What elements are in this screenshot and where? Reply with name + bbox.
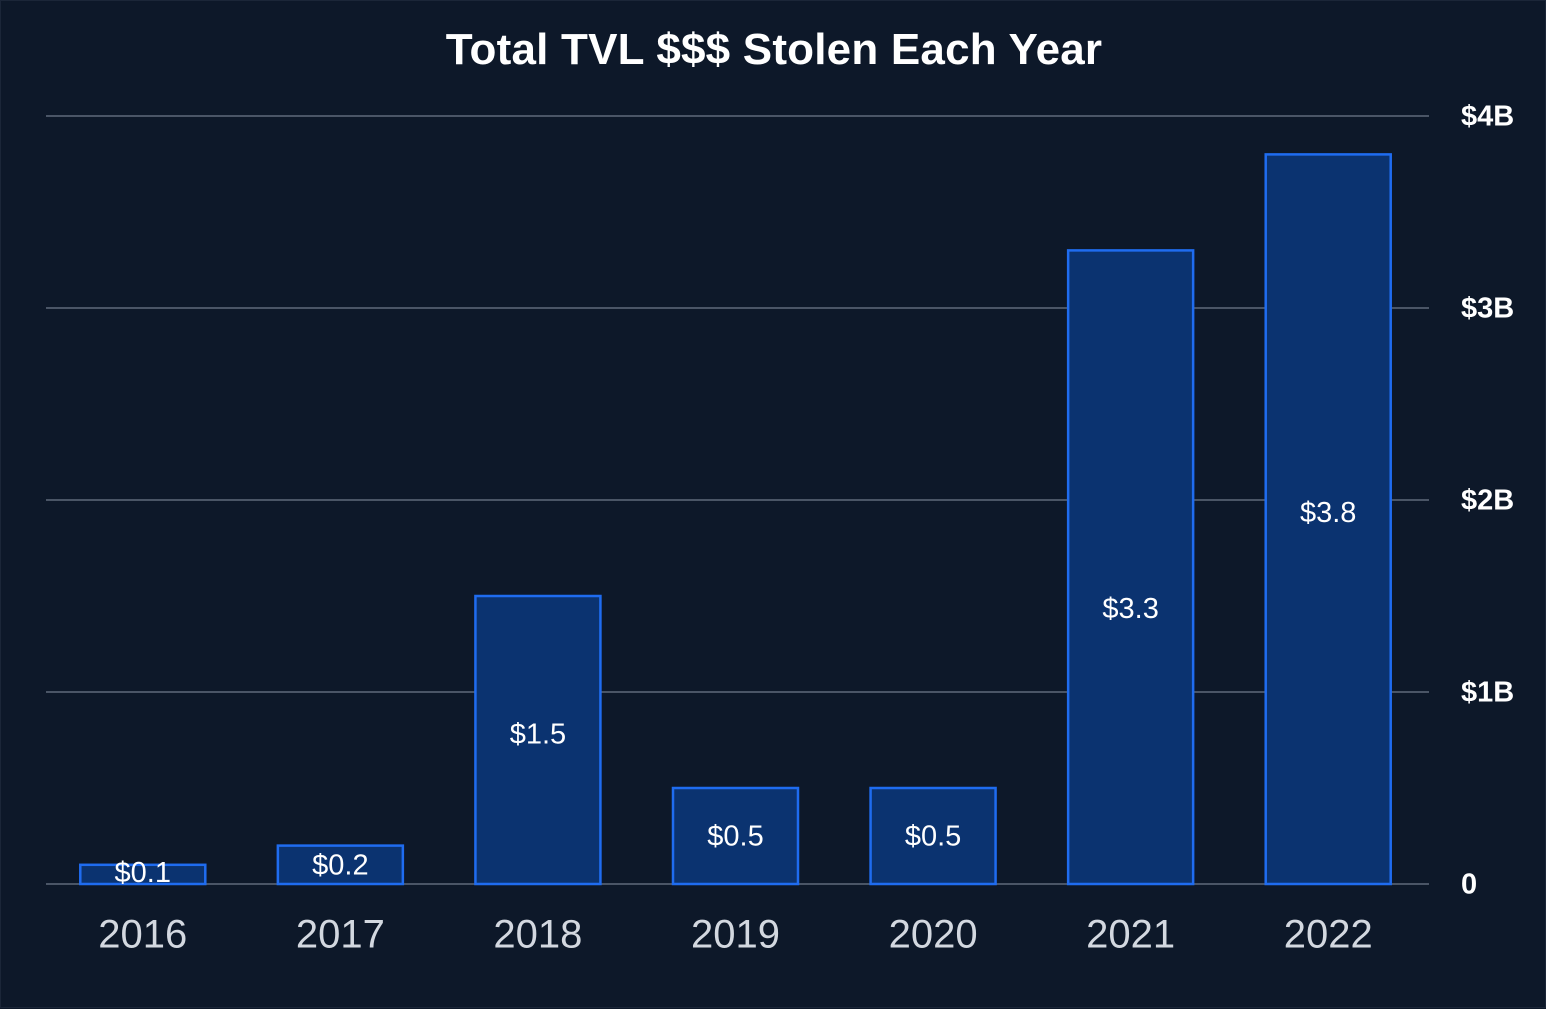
y-tick-label: $4B: [1461, 101, 1514, 133]
bar-2022: [1264, 153, 1392, 886]
y-tick-label: $2B: [1461, 485, 1514, 517]
bars: [79, 153, 1392, 886]
gridlines: [46, 115, 1429, 885]
y-axis: 0 $1B $2B $3B $4B: [1415, 101, 1514, 901]
y-tick-label: $1B: [1461, 677, 1514, 709]
data-label: $3.3: [1102, 593, 1158, 625]
chart-title: Total TVL $$$ Stolen Each Year: [445, 25, 1103, 74]
y-tick-label: 0: [1461, 869, 1477, 901]
bar-2021: [1066, 249, 1195, 886]
x-tick-label: 2018: [493, 913, 582, 957]
x-tick-label: 2020: [889, 913, 978, 957]
data-label: $3.8: [1300, 497, 1356, 529]
y-tick-label: $3B: [1461, 293, 1514, 325]
x-tick-label: 2022: [1284, 913, 1373, 957]
data-labels: $0.1 $0.2 $1.5 $0.5 $0.5 $3.3 $3.8: [115, 497, 1357, 889]
data-label: $0.5: [905, 821, 961, 853]
bar-2016: [79, 863, 207, 886]
bar-2018: [474, 594, 602, 886]
data-label: $0.2: [312, 849, 368, 881]
data-label: $0.1: [115, 857, 171, 889]
x-tick-label: 2016: [98, 913, 187, 957]
bar-2019: [671, 786, 800, 886]
bar-2020: [869, 786, 997, 886]
x-tick-label: 2021: [1086, 913, 1175, 957]
data-label: $0.5: [707, 821, 763, 853]
x-tick-label: 2017: [296, 913, 385, 957]
data-label: $1.5: [510, 719, 566, 751]
x-tick-label: 2019: [691, 913, 780, 957]
bar-2017: [276, 844, 405, 886]
x-axis: 2016 2017 2018 2019 2020 2021 2022: [98, 913, 1372, 957]
